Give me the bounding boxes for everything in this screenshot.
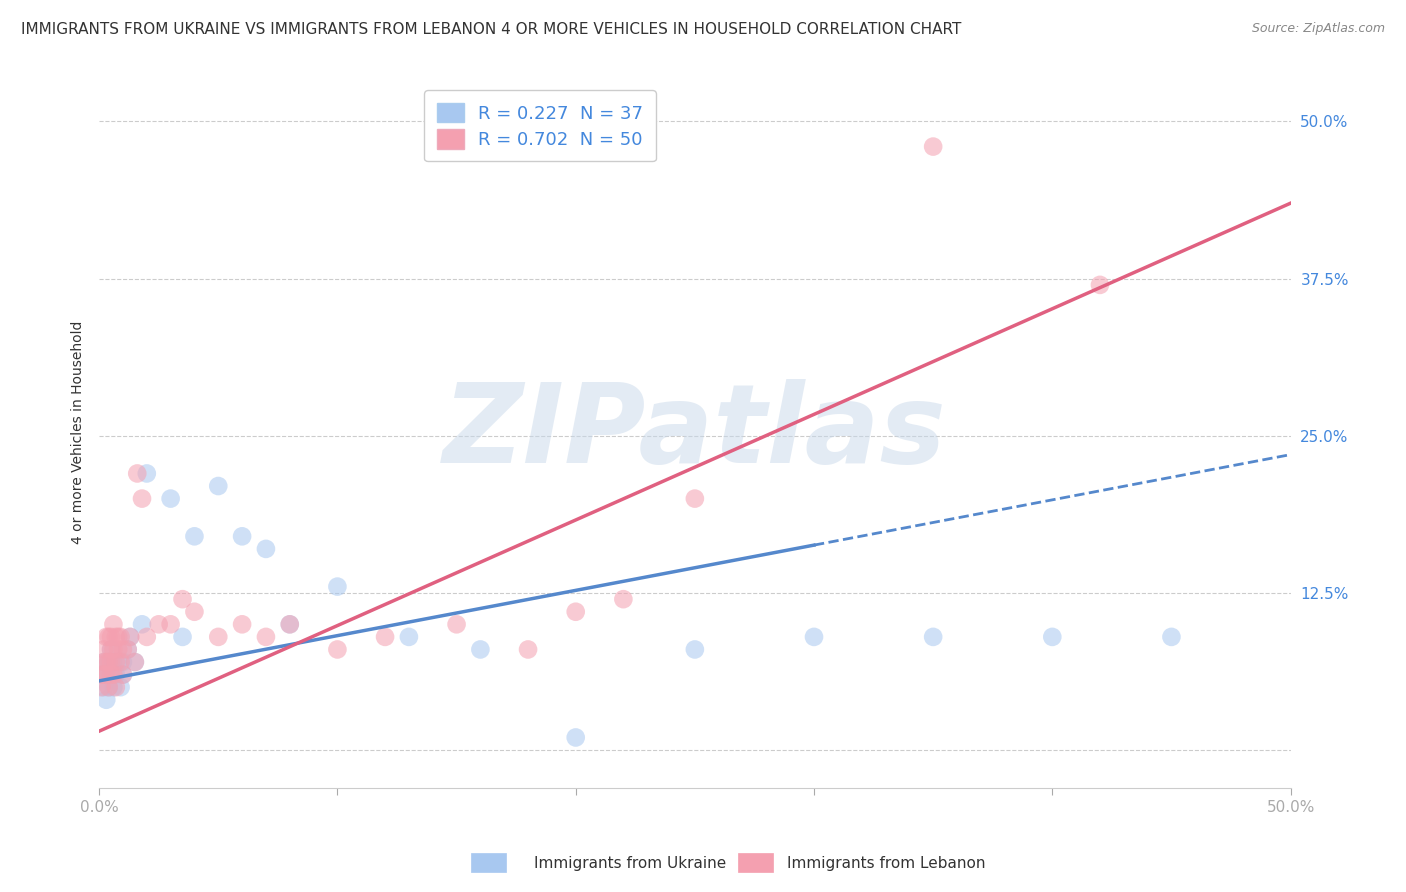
Point — [183, 605, 205, 619]
Point — [254, 541, 277, 556]
Text: IMMIGRANTS FROM UKRAINE VS IMMIGRANTS FROM LEBANON 4 OR MORE VEHICLES IN HOUSEHO: IMMIGRANTS FROM UKRAINE VS IMMIGRANTS FR… — [21, 22, 962, 37]
Point — [231, 617, 253, 632]
Point — [1160, 630, 1182, 644]
Point — [207, 630, 229, 644]
Point — [803, 630, 825, 644]
Legend: R = 0.227  N = 37, R = 0.702  N = 50: R = 0.227 N = 37, R = 0.702 N = 50 — [425, 90, 655, 161]
Point — [104, 630, 127, 644]
Text: ZIPatlas: ZIPatlas — [443, 379, 946, 486]
Point — [93, 642, 115, 657]
Point — [922, 139, 945, 153]
Point — [111, 655, 134, 669]
Point — [104, 667, 127, 681]
Text: Source: ZipAtlas.com: Source: ZipAtlas.com — [1251, 22, 1385, 36]
Point — [100, 667, 122, 681]
Point — [564, 731, 586, 745]
Point — [374, 630, 396, 644]
Point — [131, 491, 153, 506]
Point — [103, 667, 125, 681]
Text: Immigrants from Ukraine: Immigrants from Ukraine — [534, 856, 727, 871]
Point — [100, 667, 122, 681]
Point — [922, 630, 945, 644]
Point — [103, 655, 125, 669]
Point — [231, 529, 253, 543]
Point — [107, 655, 129, 669]
Point — [131, 617, 153, 632]
Point — [107, 630, 129, 644]
Point — [111, 642, 134, 657]
Point — [148, 617, 170, 632]
Point — [117, 642, 139, 657]
Point — [683, 491, 706, 506]
Point — [107, 642, 129, 657]
Point — [103, 617, 125, 632]
Point — [90, 667, 112, 681]
Point — [96, 692, 118, 706]
Point — [207, 479, 229, 493]
Point — [135, 467, 157, 481]
Point — [120, 630, 142, 644]
Point — [96, 667, 118, 681]
Point — [93, 667, 115, 681]
Point — [100, 655, 122, 669]
Point — [517, 642, 540, 657]
Point — [97, 680, 120, 694]
Point — [326, 580, 349, 594]
Point — [683, 642, 706, 657]
Point — [111, 667, 134, 681]
Point — [254, 630, 277, 644]
Point — [278, 617, 301, 632]
Point — [1040, 630, 1063, 644]
Point — [93, 655, 115, 669]
Point — [96, 667, 118, 681]
Point — [104, 655, 127, 669]
Point — [96, 630, 118, 644]
Point — [110, 655, 132, 669]
Point — [326, 642, 349, 657]
Point — [110, 680, 132, 694]
Point — [446, 617, 468, 632]
Point — [172, 592, 194, 607]
Point — [97, 680, 120, 694]
Point — [90, 667, 112, 681]
Point — [183, 529, 205, 543]
Point — [110, 630, 132, 644]
Point — [90, 680, 112, 694]
Point — [104, 680, 127, 694]
Point — [111, 667, 134, 681]
Point — [103, 642, 125, 657]
Point — [97, 655, 120, 669]
Y-axis label: 4 or more Vehicles in Household: 4 or more Vehicles in Household — [72, 321, 86, 544]
Point — [100, 642, 122, 657]
Point — [612, 592, 634, 607]
Point — [96, 655, 118, 669]
Point — [124, 655, 146, 669]
Point — [100, 642, 122, 657]
Point — [93, 655, 115, 669]
Point — [159, 617, 181, 632]
Point — [172, 630, 194, 644]
Point — [278, 617, 301, 632]
Point — [159, 491, 181, 506]
Point — [1088, 277, 1111, 292]
Point — [97, 655, 120, 669]
Point — [103, 680, 125, 694]
Point — [120, 630, 142, 644]
Text: Immigrants from Lebanon: Immigrants from Lebanon — [787, 856, 986, 871]
Point — [93, 680, 115, 694]
Point — [398, 630, 420, 644]
Point — [124, 655, 146, 669]
Point — [100, 630, 122, 644]
Point — [564, 605, 586, 619]
Point — [135, 630, 157, 644]
Point — [97, 630, 120, 644]
Point — [117, 642, 139, 657]
Point — [127, 467, 149, 481]
Point — [470, 642, 492, 657]
